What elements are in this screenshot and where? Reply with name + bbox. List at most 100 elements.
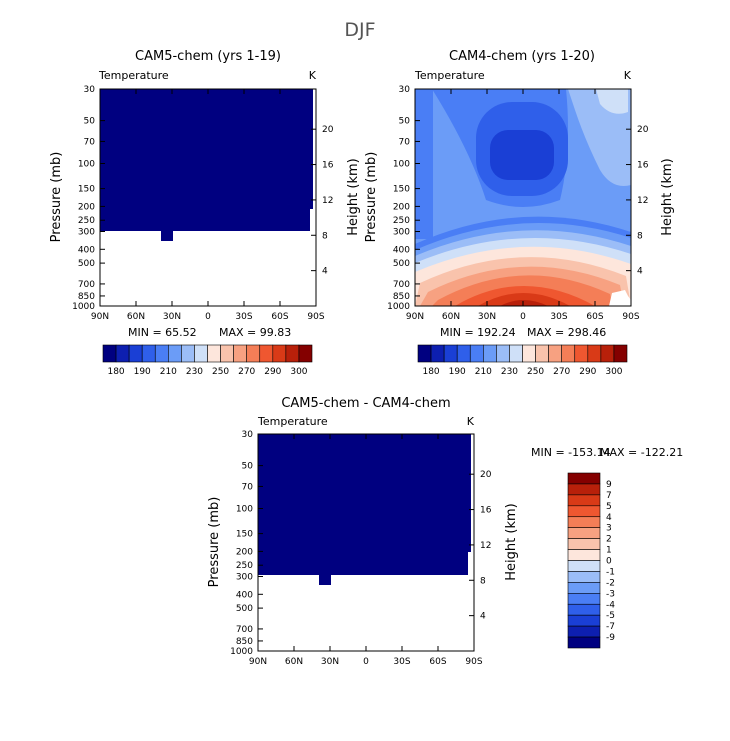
colorbar-label: 230 [186,367,203,377]
colorbar-label: -5 [606,611,615,621]
y-right-tick-label: 4 [637,267,643,277]
panel-cam5-colorbar: 180 190 210 230 250 270 290 300 [102,344,313,377]
colorbar-label: 300 [605,367,622,377]
y-tick-label: 300 [393,227,410,237]
panel-cam4-title: CAM4-chem (yrs 1-20) [449,49,595,64]
colorbar-box [233,344,247,363]
y-tick-label: 50 [84,117,96,127]
colorbar-label: -7 [606,622,615,632]
colorbar-label: 270 [553,367,570,377]
y-tick-label: 250 [78,216,95,226]
x-tick-label: 30S [550,312,567,322]
colorbar-label: 1 [606,546,612,556]
colorbar-label: 250 [212,367,229,377]
x-tick-label: 30N [321,657,339,667]
y-tick-label: 400 [393,245,410,255]
colorbar-box [220,344,234,363]
panel-cam4-min: MIN = 192.24 [440,326,516,339]
y-tick-label: 150 [236,530,253,540]
y-right-tick-label: 20 [322,125,334,135]
y-tick-label: 250 [393,216,410,226]
colorbar-box [509,344,523,363]
colorbar-label: -4 [606,600,615,610]
colorbar-box [567,603,601,616]
contour-band [490,130,554,180]
field-cold-edge [466,434,471,552]
y-right-tick-label: 20 [480,470,492,480]
panel-diff: CAM5-chem - CAM4-chem Temperature K 90N 6… [207,396,683,667]
field-cold-notch [319,575,331,585]
colorbar-label: 9 [606,480,612,490]
panel-diff-subtitle-left: Temperature [257,415,328,428]
x-tick-label: 0 [205,312,211,322]
x-tick-label: 30S [393,657,410,667]
colorbar-box [567,625,601,638]
x-tick-label: 90S [622,312,639,322]
contour-band [596,89,628,114]
panel-cam5: CAM5-chem (yrs 1-19) Temperature K 90N 60… [49,49,361,377]
y-tick-label: 200 [236,547,253,557]
panel-cam4-colorbar: 180 190 210 230 250 270 290 300 [417,344,628,377]
colorbar-box [567,472,601,485]
colorbar-label: 190 [134,367,151,377]
surface-mask [609,290,631,306]
y-tick-label: 500 [393,259,410,269]
panel-cam5-field [100,89,313,241]
x-tick-label: 90N [91,312,109,322]
field-cold-region [100,89,310,231]
colorbar-box [574,344,589,363]
colorbar-label: -1 [606,567,615,577]
y-tick-label: 700 [393,280,410,290]
y-right-tick-label: 12 [322,196,333,206]
x-tick-label: 60N [285,657,303,667]
colorbar-box [522,344,536,363]
y-tick-label: 300 [78,227,95,237]
panel-cam4-subtitle-right: K [624,69,632,82]
contour-band [500,300,548,306]
y-tick-label: 70 [84,137,96,147]
colorbar-box [246,344,261,363]
y-tick-label: 400 [78,245,95,255]
colorbar-box [168,344,182,363]
y-tick-label: 150 [78,185,95,195]
y-right-tick-label: 16 [480,506,492,516]
y-tick-label: 50 [242,462,254,472]
panel-cam5-subtitle-right: K [309,69,317,82]
y-right-tick-label: 12 [480,541,491,551]
colorbar-label: 180 [107,367,124,377]
field-cold-edge [308,89,313,209]
y-tick-label: 400 [236,590,253,600]
colorbar-box [115,344,130,363]
panel-diff-min: MIN = -153.14 [531,446,611,459]
colorbar-box [417,344,432,363]
colorbar-box [259,344,274,363]
panel-cam5-ylabel: Pressure (mb) [49,152,64,243]
x-tick-label: 30N [478,312,496,322]
field-cold-region [258,434,468,575]
y-tick-label: 1000 [230,647,253,657]
panel-cam5-max: MAX = 99.83 [219,326,291,339]
x-tick-label: 60N [442,312,460,322]
colorbar-label: -2 [606,578,615,588]
colorbar-box [567,582,601,594]
x-tick-label: 60S [586,312,603,322]
colorbar-box [285,344,300,363]
colorbar-label: 190 [449,367,466,377]
colorbar-box [181,344,195,363]
x-tick-label: 90N [406,312,424,322]
colorbar-box [128,344,143,363]
y-tick-label: 150 [393,185,410,195]
y-tick-label: 850 [393,292,410,302]
colorbar-label: 290 [264,367,281,377]
panel-cam5-min: MIN = 65.52 [128,326,197,339]
y-tick-label: 30 [242,430,254,440]
colorbar-box [535,344,549,363]
y-tick-label: 30 [84,85,96,95]
colorbar-box [567,593,601,605]
panel-cam4-axes: 90N 60N 30N 0 30S 60S 90S 30 50 70 100 150 200 250300… [387,85,649,322]
panel-cam4-subtitle-left: Temperature [414,69,485,82]
colorbar-box [600,344,615,363]
colorbar-box [141,344,156,363]
x-tick-label: 30S [235,312,252,322]
